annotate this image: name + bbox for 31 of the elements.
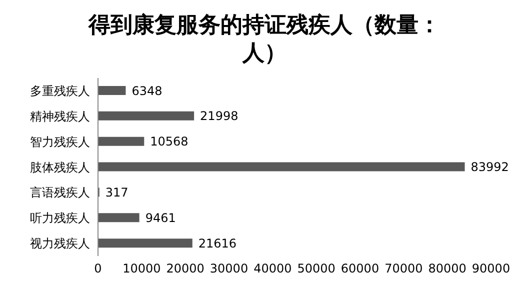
bar: [98, 213, 140, 222]
bar: [98, 162, 465, 172]
y-tick-label: 言语残疾人: [30, 186, 90, 200]
x-tick-label: 60000: [340, 262, 380, 276]
x-tick-label: 50000: [297, 262, 336, 276]
bar: [98, 86, 126, 95]
y-tick-label: 视力残疾人: [30, 236, 90, 251]
x-tick-label: 20000: [166, 262, 204, 276]
data-label: 317: [105, 185, 128, 200]
x-tick-label: 30000: [210, 262, 248, 276]
x-tick-label: 70000: [384, 262, 423, 276]
bar: [98, 111, 194, 120]
x-tick-label: 0: [94, 262, 102, 276]
data-label: 10568: [150, 134, 188, 149]
bar: [98, 136, 144, 146]
bar: [98, 238, 192, 248]
chart-title: 得到康复服务的持证残疾人（数量：人）: [87, 12, 442, 68]
y-tick-label: 听力残疾人: [30, 211, 90, 226]
y-tick-label: 肢体残疾人: [30, 160, 90, 174]
x-tick-label: 10000: [122, 262, 161, 276]
y-tick-label: 多重残疾人: [30, 84, 90, 98]
x-tick-label: 40000: [254, 262, 292, 276]
y-tick-label: 智力残疾人: [30, 134, 90, 149]
data-label: 6348: [132, 84, 162, 98]
y-tick-label: 精神残疾人: [30, 109, 90, 124]
data-label: 21616: [198, 236, 237, 250]
data-label: 83992: [470, 160, 509, 174]
data-label: 9461: [145, 210, 176, 225]
data-label: 21998: [200, 109, 238, 124]
x-tick-label: 90000: [472, 262, 510, 276]
x-tick-label: 80000: [428, 262, 466, 276]
